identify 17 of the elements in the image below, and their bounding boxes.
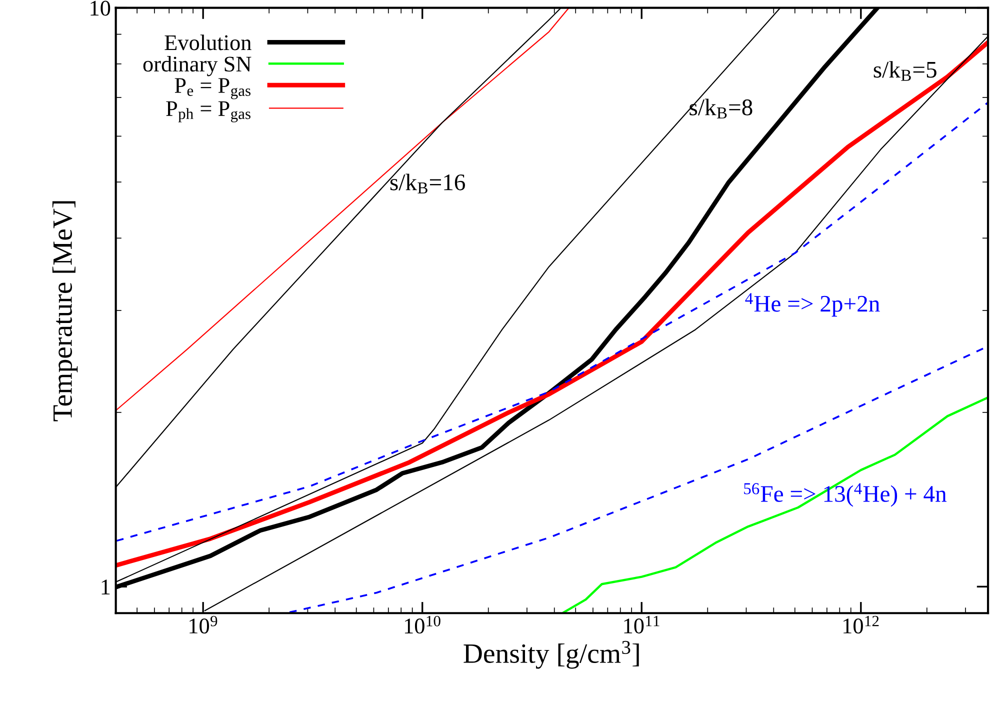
annotation: $^{4}$He => 2p+2n <box>745 293 880 317</box>
legend-label: P$_{ph}$ = P$_{gas}$ <box>166 101 250 122</box>
x-axis-title: Density [g/cm$^{3}$] <box>464 640 639 669</box>
annotation: s/k$_{B}$=8 <box>690 98 752 118</box>
legend-label: P$_{e}$ = P$_{gas}$ <box>174 78 250 100</box>
annotation: $^{56}$Fe => 13($^{4}$He) + 4n <box>744 483 946 507</box>
y-tick-label: 1 <box>102 580 110 594</box>
y-tick-label: 10 <box>90 0 110 16</box>
legend-label: Evolution <box>164 34 252 50</box>
x-tick-label: 10$^{10}$ <box>404 616 440 634</box>
legend-label: ordinary SN <box>143 56 252 76</box>
x-tick-label: 10$^{12}$ <box>844 616 879 634</box>
annotation: s/k$_{B}$=16 <box>390 174 466 194</box>
x-tick-label: 10$^{9}$ <box>190 616 218 634</box>
y-axis-title: Temperature [MeV] <box>52 201 78 422</box>
annotation: s/k$_{B}$=5 <box>874 61 936 81</box>
x-tick-label: 10$^{11}$ <box>624 616 660 634</box>
